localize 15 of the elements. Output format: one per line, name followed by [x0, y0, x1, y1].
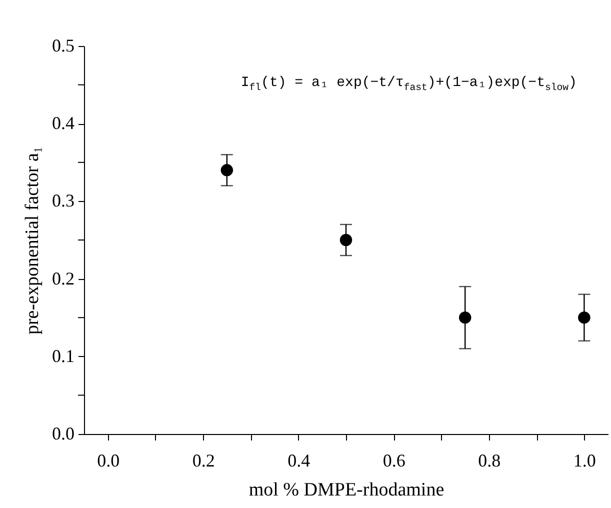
y-tick-label: 0.5	[52, 36, 74, 56]
x-tick-label: 0.8	[478, 450, 501, 470]
x-tick-label: 1.0	[573, 450, 596, 470]
x-axis-title: mol % DMPE-rhodamine	[248, 480, 444, 500]
x-tick-label: 0.4	[288, 450, 310, 470]
y-tick-label: 0.3	[52, 190, 74, 211]
y-tick-label: 0.2	[52, 268, 74, 288]
x-tick-label: 0.6	[382, 450, 406, 470]
y-tick-label: 0.0	[52, 424, 74, 444]
y-tick-label: 0.1	[52, 346, 74, 366]
y-tick-label: 0.4	[52, 113, 74, 134]
x-tick-label: 0.0	[97, 450, 120, 470]
point	[458, 311, 472, 324]
y-axis-title: pre-exponential factor a₁	[22, 146, 43, 335]
x-tick-label: 0.2	[192, 450, 215, 470]
